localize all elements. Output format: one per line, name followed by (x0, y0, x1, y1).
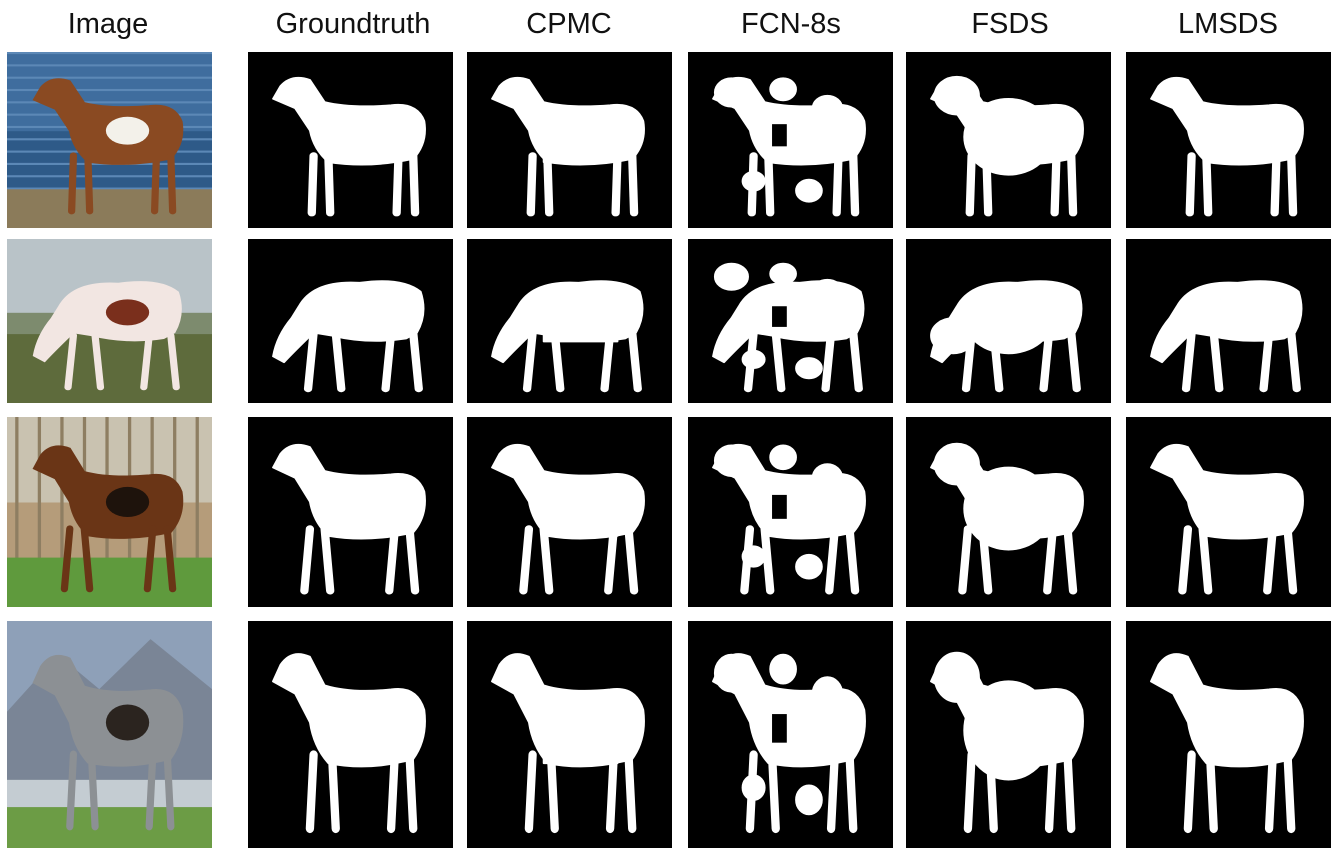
groundtruth-mask-row-4 (248, 621, 453, 848)
column-header-cpmc: CPMC (526, 8, 612, 40)
fsds-mask-row-3 (906, 417, 1111, 607)
fcn-8s-mask-row-1 (688, 52, 893, 228)
fsds-mask-row-4 (906, 621, 1111, 848)
groundtruth-mask-row-1 (248, 52, 453, 228)
column-header-lmsds: LMSDS (1178, 8, 1278, 40)
column-header-fcn-8s: FCN-8s (741, 8, 841, 40)
fsds-mask-row-1 (906, 52, 1111, 228)
lmsds-mask-row-3 (1126, 417, 1331, 607)
cpmc-mask-row-2 (467, 239, 672, 403)
column-header-groundtruth: Groundtruth (275, 8, 431, 40)
lmsds-mask-row-4 (1126, 621, 1331, 848)
fcn-8s-mask-row-3 (688, 417, 893, 607)
groundtruth-mask-row-2 (248, 239, 453, 403)
cpmc-mask-row-4 (467, 621, 672, 848)
column-header-image: Image (67, 8, 149, 40)
lmsds-mask-row-2 (1126, 239, 1331, 403)
cpmc-mask-row-1 (467, 52, 672, 228)
input-photo-row-2 (7, 239, 212, 403)
column-header-fsds: FSDS (971, 8, 1049, 40)
fsds-mask-row-2 (906, 239, 1111, 403)
lmsds-mask-row-1 (1126, 52, 1331, 228)
input-photo-row-3 (7, 417, 212, 607)
fcn-8s-mask-row-4 (688, 621, 893, 848)
groundtruth-mask-row-3 (248, 417, 453, 607)
input-photo-row-4 (7, 621, 212, 848)
cpmc-mask-row-3 (467, 417, 672, 607)
fcn-8s-mask-row-2 (688, 239, 893, 403)
input-photo-row-1 (7, 52, 212, 228)
